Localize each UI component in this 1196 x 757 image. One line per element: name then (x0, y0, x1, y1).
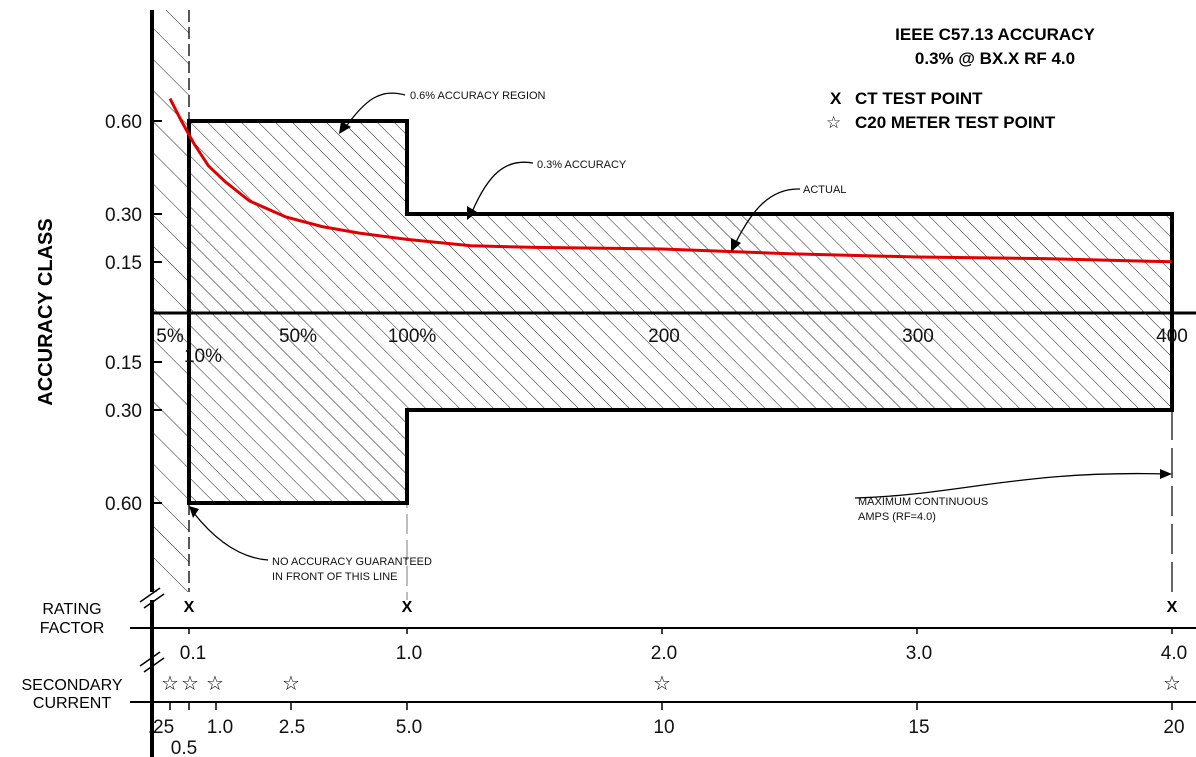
x-tick-label: 100% (388, 326, 437, 347)
y-tick-label: 0.60 (105, 112, 142, 133)
y-tick-label: 0.60 (105, 494, 142, 515)
y-axis-title: ACCURACY CLASS (35, 218, 57, 405)
secondary-current-tick-label: 5.0 (396, 717, 422, 738)
legend-entries: X CT TEST POINT ☆ C20 METER TEST POINT (826, 89, 1056, 132)
no-accuracy-strip (152, 10, 189, 592)
x-tick-label: 5% (156, 326, 184, 347)
y-tick-label: 0.15 (105, 353, 142, 374)
leader-lines (192, 92, 1169, 561)
x-tick-label: 50% (279, 326, 317, 347)
rating-factor-ticks (188, 628, 1173, 634)
y-tick-label: 0.30 (105, 401, 142, 422)
y-tick-label: 0.30 (105, 205, 142, 226)
y-tick-label: 0.15 (105, 253, 142, 274)
ct-legend-label: CT TEST POINT (855, 89, 983, 108)
star-icon: ☆ (206, 673, 224, 695)
annotations: 0.6% ACCURACY REGION 0.3% ACCURACY ACTUA… (272, 90, 988, 583)
rating-factor-tick-label: 0.1 (180, 643, 206, 664)
meter-legend-label: C20 METER TEST POINT (855, 113, 1056, 132)
y-tick-labels: 0.60 0.30 0.15 0.15 0.30 0.60 (105, 112, 142, 515)
x-tick-label: 10% (184, 346, 222, 367)
x-tick-label: 300 (902, 326, 934, 347)
rating-factor-label: RATING FACTOR (40, 601, 105, 637)
ct-test-point-icon: X (1167, 599, 1178, 616)
legend-title-line1: IEEE C57.13 ACCURACY (895, 25, 1095, 44)
annotation-actual: ACTUAL (803, 184, 846, 196)
secondary-current-tick-label: 20 (1163, 717, 1184, 738)
star-icon: ☆ (161, 673, 179, 695)
secondary-current-label-line2: CURRENT (33, 695, 111, 712)
star-icon: ☆ (282, 673, 300, 695)
rating-factor-label-line2: FACTOR (40, 620, 105, 637)
rating-factor-tick-label: 4.0 (1161, 643, 1187, 664)
secondary-current-tick-labels: .25 0.5 1.0 2.5 5.0 10 15 20 (148, 717, 1185, 757)
ct-test-points: X X X (184, 599, 1178, 616)
annotation-noacc-line1: NO ACCURACY GUARANTEED (272, 556, 432, 568)
x-tick-label: 400 (1156, 326, 1188, 347)
star-icon: ☆ (181, 673, 199, 695)
x-tick-label: 200 (648, 326, 680, 347)
secondary-current-label-line1: SECONDARY (21, 677, 122, 694)
secondary-current-tick-label: 0.5 (171, 738, 197, 757)
ct-test-point-icon: X (402, 599, 413, 616)
rating-factor-tick-label: 1.0 (396, 643, 422, 664)
secondary-current-tick-label: 10 (653, 717, 674, 738)
secondary-current-tick-label: 1.0 (207, 717, 233, 738)
secondary-current-ticks (169, 702, 1173, 710)
star-icon: ☆ (653, 673, 671, 695)
meter-test-points: ☆ ☆ ☆ ☆ ☆ ☆ (161, 673, 1181, 695)
rating-factor-tick-labels: 0.1 1.0 2.0 3.0 4.0 (180, 643, 1187, 664)
actual-series-line (168, 97, 1173, 264)
ct-marker-icon: X (830, 89, 842, 108)
x-tick-labels: 5% 10% 50% 100% 200 300 400 (156, 326, 1188, 367)
leader-arrowheads (189, 121, 1172, 518)
rating-factor-tick-label: 3.0 (906, 643, 932, 664)
legend-title-line2: 0.3% @ BX.X RF 4.0 (915, 49, 1075, 68)
ct-test-point-icon: X (184, 599, 195, 616)
secondary-current-tick-label: 2.5 (279, 717, 305, 738)
annotation-max-line1: MAXIMUM CONTINUOUS (858, 496, 988, 508)
y-ticks (152, 120, 162, 504)
rating-factor-tick-label: 2.0 (651, 643, 677, 664)
legend: IEEE C57.13 ACCURACY 0.3% @ BX.X RF 4.0 (895, 25, 1095, 68)
secondary-current-tick-label: .25 (148, 717, 174, 738)
secondary-current-tick-label: 15 (908, 717, 929, 738)
star-icon: ☆ (1163, 673, 1181, 695)
annotation-06-region: 0.6% ACCURACY REGION (410, 90, 546, 102)
secondary-current-label: SECONDARY CURRENT (21, 677, 122, 712)
annotation-max-line2: AMPS (RF=4.0) (858, 511, 936, 523)
rating-factor-label-line1: RATING (42, 601, 101, 618)
star-icon: ☆ (826, 113, 841, 132)
annotation-noacc-line2: IN FRONT OF THIS LINE (272, 571, 398, 583)
annotation-03-accuracy: 0.3% ACCURACY (537, 159, 627, 171)
